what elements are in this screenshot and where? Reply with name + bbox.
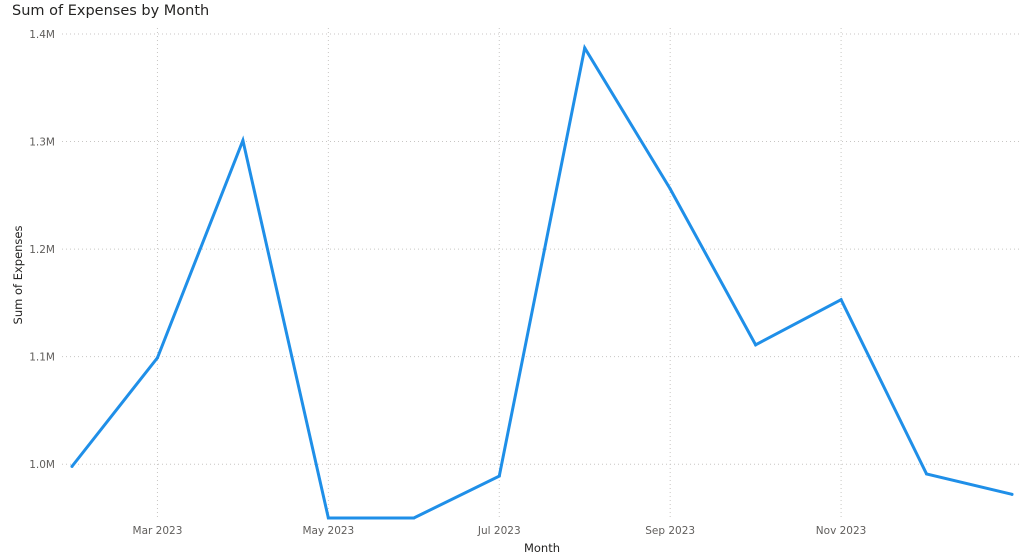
- data-point: [668, 187, 672, 191]
- series-layer: [70, 43, 1014, 520]
- data-point: [497, 474, 501, 478]
- data-point: [241, 138, 245, 142]
- data-point: [412, 516, 416, 520]
- series-line: [70, 43, 1014, 520]
- y-axis-title: Sum of Expenses: [11, 226, 25, 325]
- y-tick-label: 1.3M: [29, 137, 55, 149]
- y-tick-label: 1.2M: [29, 244, 55, 256]
- data-point: [326, 516, 330, 520]
- chart-title: Sum of Expenses by Month: [12, 3, 210, 19]
- x-tick-label: Jul 2023: [477, 525, 521, 537]
- y-tick-label: 1.1M: [29, 352, 55, 364]
- data-point: [1010, 492, 1014, 496]
- data-point: [583, 46, 587, 50]
- x-axis-ticks: Mar 2023 May 2023 Jul 2023 Sep 2023 Nov 2023: [133, 525, 867, 537]
- x-axis-title: Month: [524, 541, 560, 555]
- x-tick-label: Sep 2023: [645, 525, 695, 537]
- y-axis-ticks: 1.0M 1.1M 1.2M 1.3M 1.4M: [29, 29, 55, 471]
- data-point: [754, 343, 758, 347]
- y-tick-label: 1.0M: [29, 459, 55, 471]
- x-tick-label: Nov 2023: [816, 525, 867, 537]
- x-tick-label: Mar 2023: [133, 525, 183, 537]
- data-point: [839, 298, 843, 302]
- x-tick-label: May 2023: [302, 525, 354, 537]
- y-tick-label: 1.4M: [29, 29, 55, 41]
- data-point: [925, 472, 929, 476]
- data-point: [70, 464, 74, 468]
- data-point: [155, 356, 159, 360]
